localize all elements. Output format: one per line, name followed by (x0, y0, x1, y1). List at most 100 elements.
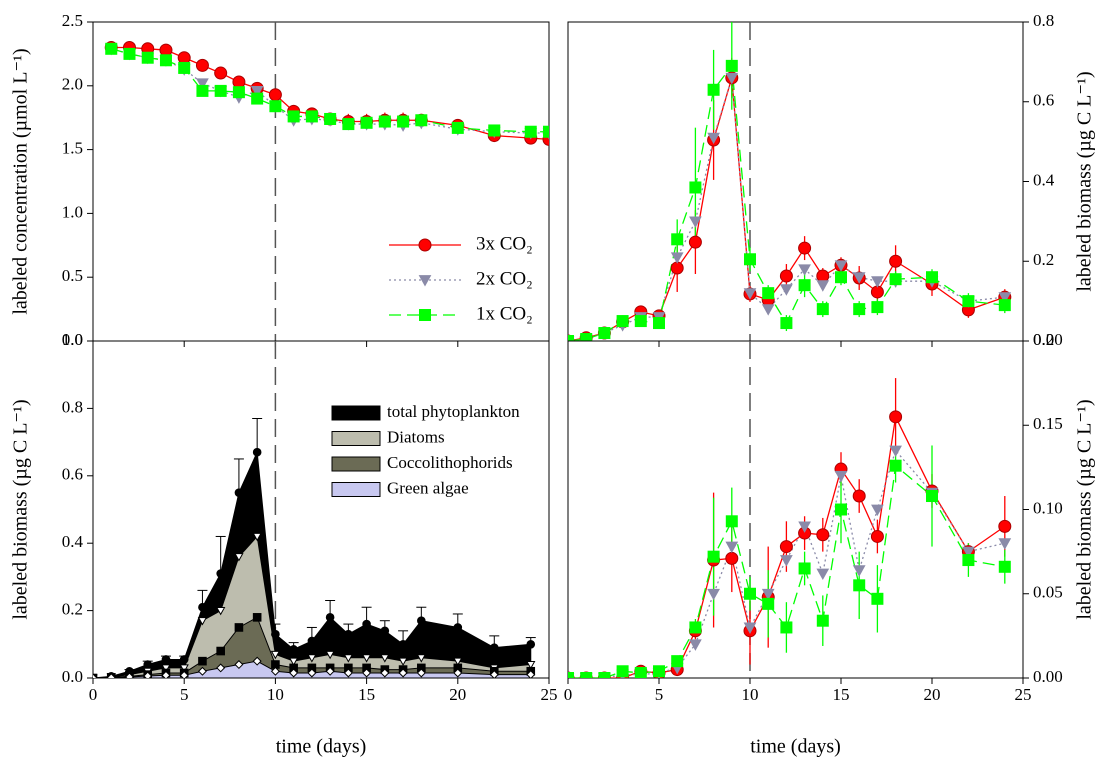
marker (616, 665, 629, 678)
marker (671, 233, 684, 246)
marker (214, 84, 227, 97)
y-tick-label: 0.4 (1033, 170, 1055, 189)
marker (780, 317, 793, 330)
marker (580, 333, 593, 341)
marker (216, 607, 226, 616)
marker (852, 272, 866, 284)
marker (380, 654, 390, 663)
marker (417, 616, 426, 626)
marker (489, 670, 499, 678)
y-tick-label: 0.2 (62, 600, 83, 619)
marker (926, 490, 938, 503)
marker (250, 86, 264, 98)
marker (568, 335, 574, 341)
marker (744, 253, 756, 266)
marker (707, 588, 720, 601)
marker (232, 75, 246, 89)
y-tick-label: 0.2 (1033, 250, 1054, 269)
marker (416, 668, 426, 678)
marker (271, 629, 280, 639)
legend-swatch (331, 405, 381, 421)
marker (998, 299, 1011, 312)
legend-marker (418, 238, 432, 252)
marker (179, 670, 189, 678)
marker (689, 621, 702, 634)
marker (270, 666, 280, 676)
marker (288, 657, 299, 666)
marker (780, 555, 793, 567)
marker (451, 121, 464, 134)
y-tick-label: 2.5 (62, 11, 83, 30)
legend: total phytoplankton Diatoms Coccolithophor… (331, 402, 520, 497)
y-axis-label: labeled biomass (µg C L⁻¹) (1074, 399, 1096, 619)
marker (216, 646, 225, 656)
marker (998, 560, 1011, 573)
y-tick-label: 0.0 (62, 330, 83, 349)
marker (378, 115, 391, 128)
y-tick-label: 0.10 (1033, 498, 1063, 517)
marker (93, 673, 98, 678)
marker (307, 636, 317, 646)
marker (707, 132, 720, 145)
y-tick-label: 0.8 (62, 397, 83, 416)
marker (798, 241, 812, 255)
marker (325, 650, 335, 660)
marker (853, 579, 866, 592)
series-line (568, 464, 1005, 678)
y-tick-label: 0.4 (62, 532, 84, 551)
marker (415, 114, 428, 127)
legend-label: 2x CO₂ (476, 268, 533, 289)
marker (762, 287, 775, 300)
marker (598, 327, 611, 340)
marker (269, 100, 282, 113)
marker (870, 285, 884, 299)
marker (141, 51, 154, 64)
legend-label: Coccolithophorids (387, 453, 513, 472)
marker (289, 668, 299, 678)
y-tick-label: 0.05 (1033, 583, 1063, 602)
marker (725, 59, 738, 72)
marker (670, 252, 684, 264)
marker (252, 447, 262, 457)
marker (270, 650, 281, 660)
x-tick-label: 0 (564, 685, 573, 704)
marker (725, 541, 739, 554)
marker (816, 303, 829, 316)
marker (835, 271, 847, 284)
legend-label: Green algae (387, 478, 469, 497)
marker (798, 264, 811, 276)
panel: 0.0 0.2 0.4 0.6 0.8 1.0 0 5 10 15 20 25 labeled biom… (10, 330, 558, 758)
y-tick-label: 0.6 (62, 465, 83, 484)
marker (598, 672, 611, 678)
marker (362, 619, 371, 629)
marker (453, 623, 463, 632)
marker (798, 279, 811, 292)
marker (453, 657, 463, 666)
marker (889, 445, 902, 458)
marker (962, 554, 975, 567)
y-tick-label: 0.6 (1033, 91, 1054, 110)
x-tick-label: 5 (655, 685, 664, 704)
marker (671, 655, 684, 668)
marker (488, 124, 501, 137)
marker (343, 668, 353, 678)
marker (689, 181, 702, 194)
marker (870, 529, 884, 543)
x-tick-label: 25 (541, 685, 558, 704)
marker (962, 546, 975, 559)
marker (325, 666, 335, 676)
marker (343, 654, 354, 663)
marker (198, 656, 207, 666)
plot-area (568, 22, 1012, 341)
marker (889, 410, 903, 424)
marker (342, 118, 355, 131)
marker (252, 613, 262, 622)
marker (725, 551, 739, 565)
marker (325, 613, 335, 622)
marker (725, 72, 739, 85)
y-tick-label: 0.8 (1033, 11, 1054, 30)
marker (634, 666, 647, 678)
marker (889, 273, 902, 286)
marker (761, 304, 775, 316)
